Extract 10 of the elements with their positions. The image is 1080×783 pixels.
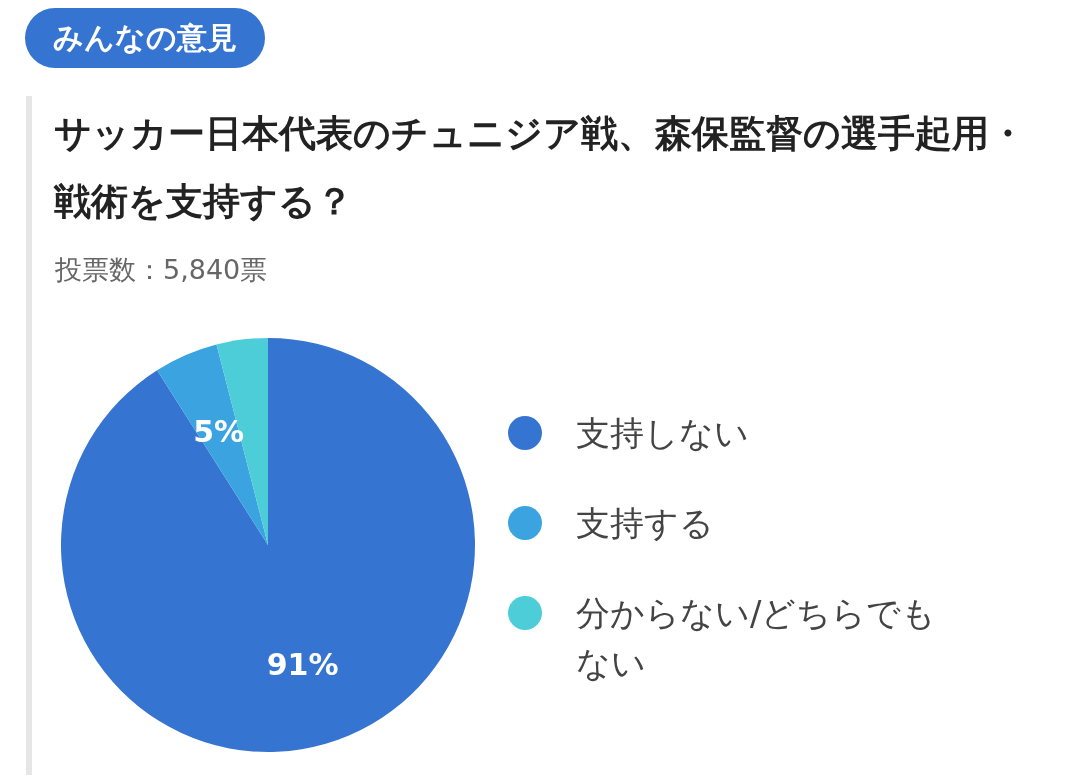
data-label: 5% [193,413,245,449]
text: みんなの意見 [25,8,265,68]
legend-label: 支持しない [576,412,749,455]
pie-slice [61,338,475,752]
data-label: 91% [266,646,339,682]
chart-subtitle: 投票数：5,840票 [55,253,268,287]
pie-slice [157,344,268,545]
legend-label: 支持する [576,502,714,545]
legend-label: 分からない/どちらでもない [576,592,938,685]
chart-title: サッカー日本代表のチュニジア戦、森保監督の選手起用・戦術を支持する？ [54,111,1027,225]
